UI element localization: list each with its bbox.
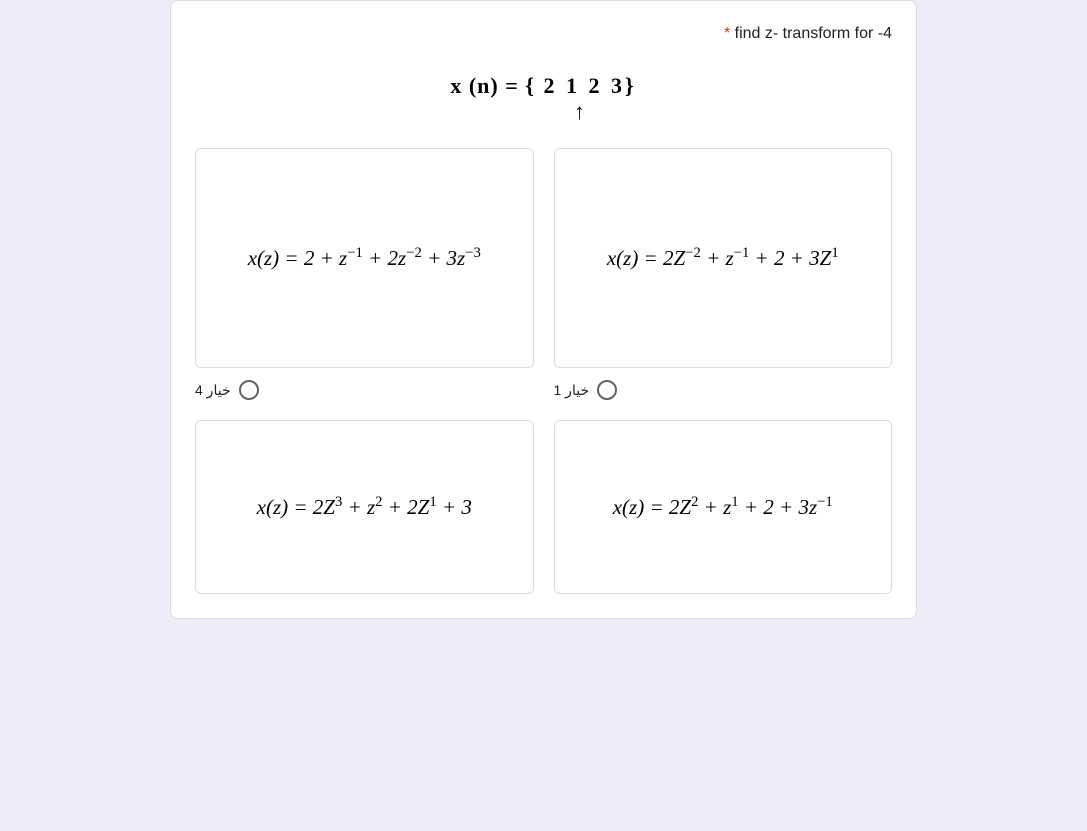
option-2[interactable]: x(z) = 2Z2 + z1 + 2 + 3z−1 [554,420,893,594]
option-2-figure: x(z) = 2Z2 + z1 + 2 + 3z−1 [554,420,893,594]
option-1-figure: x(z) = 2Z−2 + z−1 + 2 + 3Z1 [554,148,893,368]
option-1[interactable]: x(z) = 2Z−2 + z−1 + 2 + 3Z1 خيار 1 [554,148,893,400]
sequence-prefix: x (n) = { [450,73,535,98]
option-1-formula: x(z) = 2Z−2 + z−1 + 2 + 3Z1 [607,245,839,271]
option-4-radio-row[interactable]: خيار 4 [195,380,534,400]
radio-icon[interactable] [597,380,617,400]
option-4-figure: x(z) = 2 + z−1 + 2z−2 + 3z−3 [195,148,534,368]
sequence-values: 2 1 2 3} [543,73,636,98]
sequence-display: x (n) = { 2 1 2 3} [195,73,892,99]
option-4-formula: x(z) = 2 + z−1 + 2z−2 + 3z−3 [248,245,481,271]
origin-arrow: ↑ [267,105,892,118]
question-card: * find z- transform for -4 x (n) = { 2 1… [170,0,917,619]
option-3-figure: x(z) = 2Z3 + z2 + 2Z1 + 3 [195,420,534,594]
question-title: * find z- transform for -4 [195,25,892,43]
option-2-formula: x(z) = 2Z2 + z1 + 2 + 3z−1 [613,494,833,520]
radio-icon[interactable] [239,380,259,400]
title-text: find z- transform for -4 [735,25,892,42]
required-mark: * [724,25,730,42]
option-4-label: خيار 4 [195,382,231,399]
options-grid: x(z) = 2Z−2 + z−1 + 2 + 3Z1 خيار 1 x(z) … [195,148,892,594]
option-1-radio-row[interactable]: خيار 1 [554,380,893,400]
option-3-formula: x(z) = 2Z3 + z2 + 2Z1 + 3 [257,494,472,520]
option-4[interactable]: x(z) = 2 + z−1 + 2z−2 + 3z−3 خيار 4 [195,148,534,400]
option-1-label: خيار 1 [554,382,590,399]
option-3[interactable]: x(z) = 2Z3 + z2 + 2Z1 + 3 [195,420,534,594]
